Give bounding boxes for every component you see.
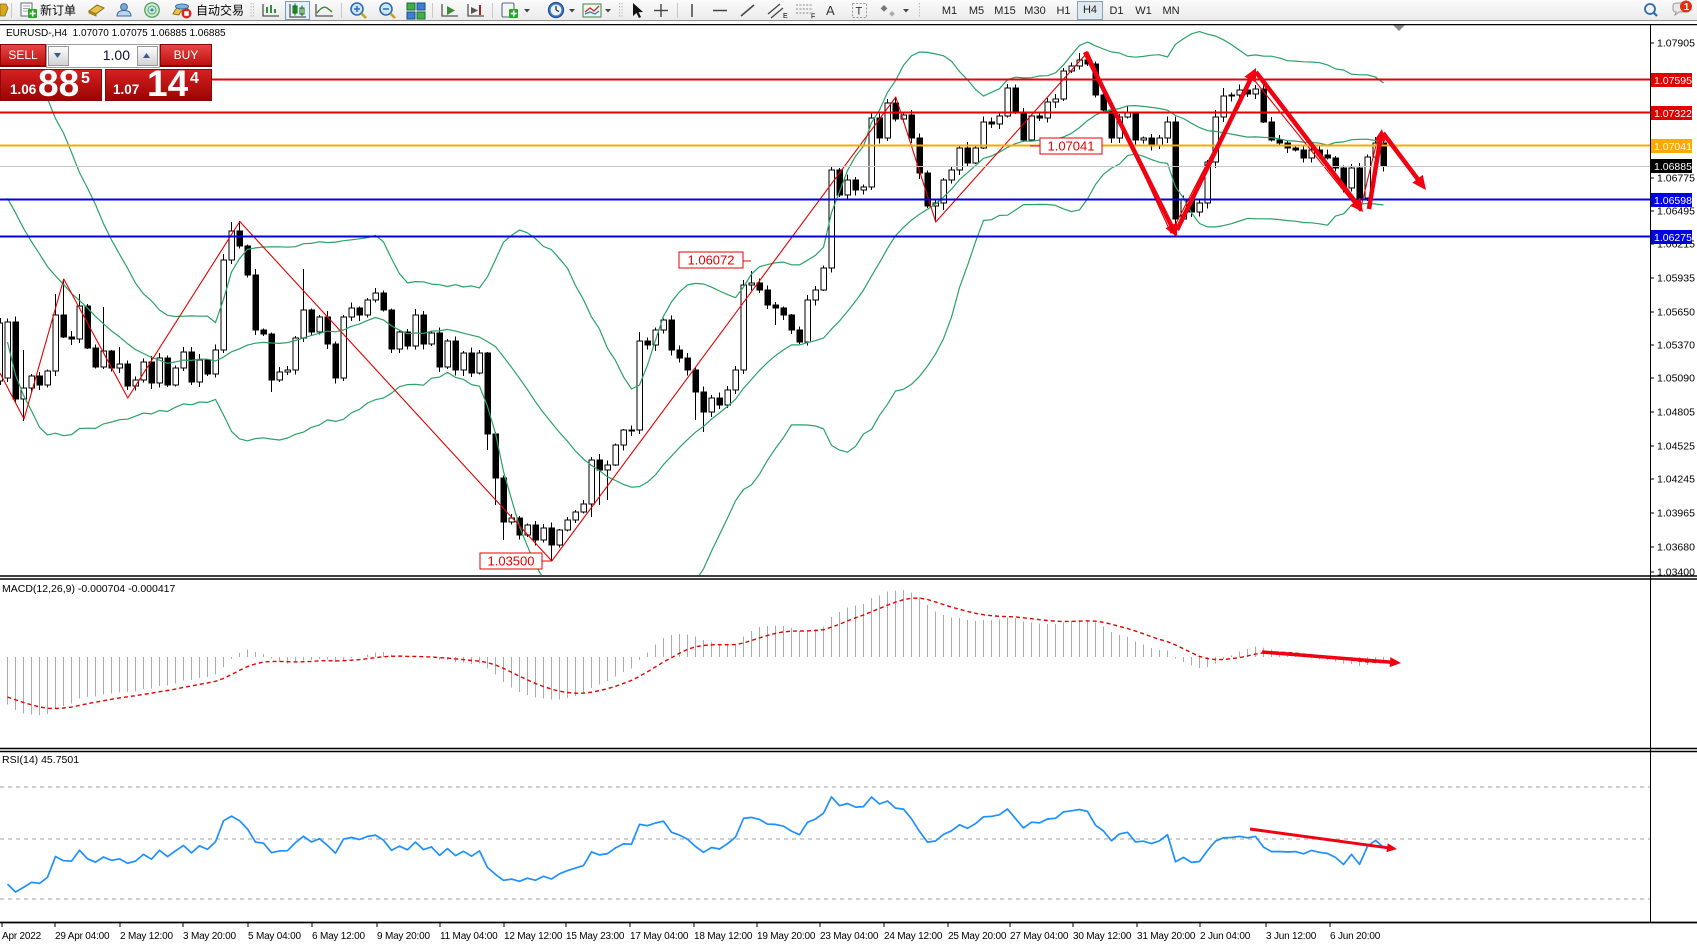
svg-text:自动交易: 自动交易 [196, 3, 244, 18]
svg-text:18 May 12:00: 18 May 12:00 [694, 931, 753, 942]
svg-text:25 May 20:00: 25 May 20:00 [948, 931, 1007, 942]
svg-text:1.06598: 1.06598 [1654, 195, 1692, 207]
svg-text:1.07595: 1.07595 [1654, 75, 1692, 87]
svg-text:MACD(12,26,9) -0.000704 -0.000: MACD(12,26,9) -0.000704 -0.000417 [2, 583, 176, 595]
svg-text:1: 1 [1684, 2, 1690, 13]
svg-text:新订单: 新订单 [40, 3, 76, 18]
svg-text:EURUSD-,H4 1.07070 1.07075 1.: EURUSD-,H4 1.07070 1.07075 1.06885 1.068… [6, 28, 226, 39]
svg-text:15 May 23:00: 15 May 23:00 [566, 931, 625, 942]
svg-text:17 May 04:00: 17 May 04:00 [630, 931, 689, 942]
svg-text:1.05370: 1.05370 [1657, 340, 1695, 352]
svg-text:RSI(14) 45.7501: RSI(14) 45.7501 [2, 754, 79, 766]
svg-text:27 May 04:00: 27 May 04:00 [1010, 931, 1069, 942]
svg-text:11 May 04:00: 11 May 04:00 [440, 931, 498, 942]
svg-text:1.04245: 1.04245 [1657, 474, 1695, 486]
svg-text:2 Jun 04:00: 2 Jun 04:00 [1200, 931, 1251, 942]
svg-text:31 May 20:00: 31 May 20:00 [1137, 931, 1196, 942]
svg-text:6 Jun 20:00: 6 Jun 20:00 [1330, 931, 1381, 942]
svg-text:5 May 04:00: 5 May 04:00 [248, 931, 301, 942]
svg-text:9 May 20:00: 9 May 20:00 [377, 931, 430, 942]
svg-text:1.03500: 1.03500 [488, 554, 535, 569]
svg-text:1.04805: 1.04805 [1657, 407, 1695, 419]
svg-text:12 May 12:00: 12 May 12:00 [504, 931, 563, 942]
svg-text:30 May 12:00: 30 May 12:00 [1073, 931, 1132, 942]
svg-text:6 May 12:00: 6 May 12:00 [312, 931, 365, 942]
svg-text:A: A [826, 3, 835, 18]
svg-text:3 May 20:00: 3 May 20:00 [183, 931, 236, 942]
svg-text:24 May 12:00: 24 May 12:00 [884, 931, 943, 942]
svg-text:19 May 20:00: 19 May 20:00 [757, 931, 816, 942]
svg-text:1.04525: 1.04525 [1657, 441, 1695, 453]
svg-text:23 May 04:00: 23 May 04:00 [820, 931, 879, 942]
svg-text:1.07041: 1.07041 [1048, 139, 1095, 154]
svg-text:1.07905: 1.07905 [1657, 38, 1695, 50]
svg-text:1.05650: 1.05650 [1657, 307, 1695, 319]
svg-text:1.05935: 1.05935 [1657, 273, 1695, 285]
svg-text:29 Apr 04:00: 29 Apr 04:00 [55, 931, 110, 942]
svg-text:1.06072: 1.06072 [688, 253, 735, 268]
svg-text:1.06885: 1.06885 [1654, 161, 1692, 173]
svg-text:F: F [811, 14, 815, 21]
svg-text:E: E [783, 13, 788, 20]
svg-text:1.03680: 1.03680 [1657, 542, 1695, 554]
svg-text:3 Jun 12:00: 3 Jun 12:00 [1266, 931, 1317, 942]
svg-text:1.06495: 1.06495 [1657, 206, 1695, 218]
svg-text:1.07041: 1.07041 [1654, 141, 1692, 153]
svg-text:T: T [856, 6, 863, 18]
svg-text:2 May 12:00: 2 May 12:00 [120, 931, 173, 942]
svg-text:1.05090: 1.05090 [1657, 373, 1695, 385]
svg-text:1.07322: 1.07322 [1654, 108, 1692, 120]
svg-text:1.06275: 1.06275 [1654, 232, 1692, 244]
svg-text:1.03965: 1.03965 [1657, 508, 1695, 520]
svg-text:1.06775: 1.06775 [1657, 173, 1695, 185]
svg-text:Apr 2022: Apr 2022 [2, 931, 42, 942]
